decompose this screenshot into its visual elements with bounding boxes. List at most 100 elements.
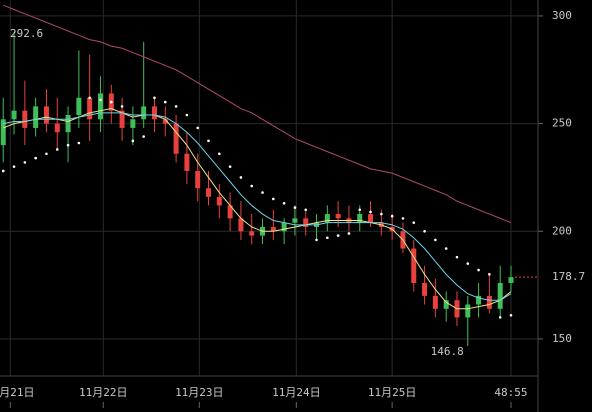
candle-body [54, 123, 60, 133]
sar-dot [218, 152, 221, 156]
sar-dot [347, 232, 351, 235]
sar-dot [55, 148, 59, 151]
sar-dot [293, 206, 297, 209]
sar-dot [207, 139, 210, 143]
moving-average-line [3, 108, 512, 310]
candle-body [476, 295, 482, 305]
sar-dot [261, 191, 264, 194]
y-tick-label: 250 [552, 117, 572, 130]
candle-body [422, 282, 428, 296]
sar-dot [390, 214, 394, 218]
sar-dot [434, 238, 437, 242]
sar-dot [315, 238, 318, 242]
candle-body [22, 110, 28, 128]
y-tick-label: 300 [552, 9, 572, 22]
candle-body [65, 114, 71, 133]
sar-dot [444, 247, 448, 250]
sar-dot [455, 255, 459, 259]
moving-average-line [3, 4, 512, 224]
max-label: 292.6 [10, 27, 43, 40]
sar-dot [131, 139, 135, 143]
sar-dot [466, 262, 470, 265]
sar-dot [228, 165, 232, 168]
y-tick-label: 200 [552, 224, 572, 237]
candle-body [292, 218, 298, 223]
sar-dot [1, 169, 5, 173]
sar-dot [326, 236, 329, 240]
sar-dot [250, 184, 254, 188]
min-label: 146.8 [431, 345, 464, 358]
candle-body [33, 106, 39, 128]
candle-body [238, 218, 244, 232]
sar-dot [34, 156, 37, 160]
sar-dot [272, 197, 275, 201]
candle-body [357, 214, 363, 223]
sar-dot [304, 208, 308, 212]
candle-body [151, 106, 157, 120]
candle-body [216, 196, 222, 206]
sar-dot [380, 212, 383, 216]
candle-body [11, 110, 17, 120]
candle-body [141, 106, 147, 120]
sar-dot [412, 221, 416, 224]
candle-body [162, 119, 168, 124]
sar-dot [509, 313, 513, 317]
sar-dot [99, 98, 102, 102]
candle-body [508, 277, 514, 283]
sar-dot [239, 176, 243, 179]
sar-dot [196, 126, 199, 130]
sar-dot [66, 143, 70, 147]
sar-dot [163, 100, 167, 104]
candle-body [324, 214, 330, 223]
x-tick-label: 11月25日 [368, 386, 417, 399]
candle-body [97, 93, 103, 120]
candle-body [43, 106, 49, 124]
candle-body [87, 97, 93, 120]
x-tick-label: 11月23日 [175, 386, 224, 399]
sar-dot [358, 208, 362, 212]
candle-body [303, 218, 309, 227]
candle-body [465, 304, 471, 318]
x-tick-label: 48:55 [494, 386, 527, 399]
sar-dot [282, 201, 286, 205]
sar-dot [185, 113, 189, 117]
sar-dot [88, 96, 91, 100]
candle-body [173, 123, 179, 154]
candle-body [195, 170, 201, 189]
candle-body [0, 119, 6, 146]
candle-body [119, 110, 125, 128]
candle-body [76, 97, 82, 115]
candle-body [368, 214, 374, 223]
sar-dot [23, 161, 27, 164]
sar-dot [488, 273, 491, 276]
sar-dot [174, 105, 178, 108]
candle-body [443, 300, 449, 309]
x-tick-label: 11月21日 [0, 386, 35, 399]
sar-dot [12, 165, 16, 168]
last-price-label: 178.7 [552, 270, 585, 283]
moving-average-line [3, 112, 512, 301]
sar-dot [369, 210, 372, 214]
candle-body [249, 231, 255, 236]
candle-body [184, 153, 190, 171]
candle-body [497, 282, 503, 309]
sar-dot [477, 268, 480, 272]
candle-body [206, 188, 212, 197]
sar-dot [45, 152, 48, 156]
sar-dot [401, 217, 405, 220]
sar-dot [77, 141, 81, 145]
y-tick-label: 150 [552, 332, 572, 345]
candle-body [335, 214, 341, 219]
sar-dot [109, 100, 113, 104]
candle-body [411, 248, 417, 283]
sar-dot [498, 316, 502, 319]
candle-body [130, 119, 136, 128]
sar-dot [336, 234, 340, 237]
candle-body [486, 295, 492, 309]
candle-body [227, 205, 233, 219]
sar-dot [142, 135, 145, 138]
x-tick-label: 11月22日 [79, 386, 128, 399]
sar-dot [153, 96, 156, 100]
candle-body [281, 222, 287, 232]
